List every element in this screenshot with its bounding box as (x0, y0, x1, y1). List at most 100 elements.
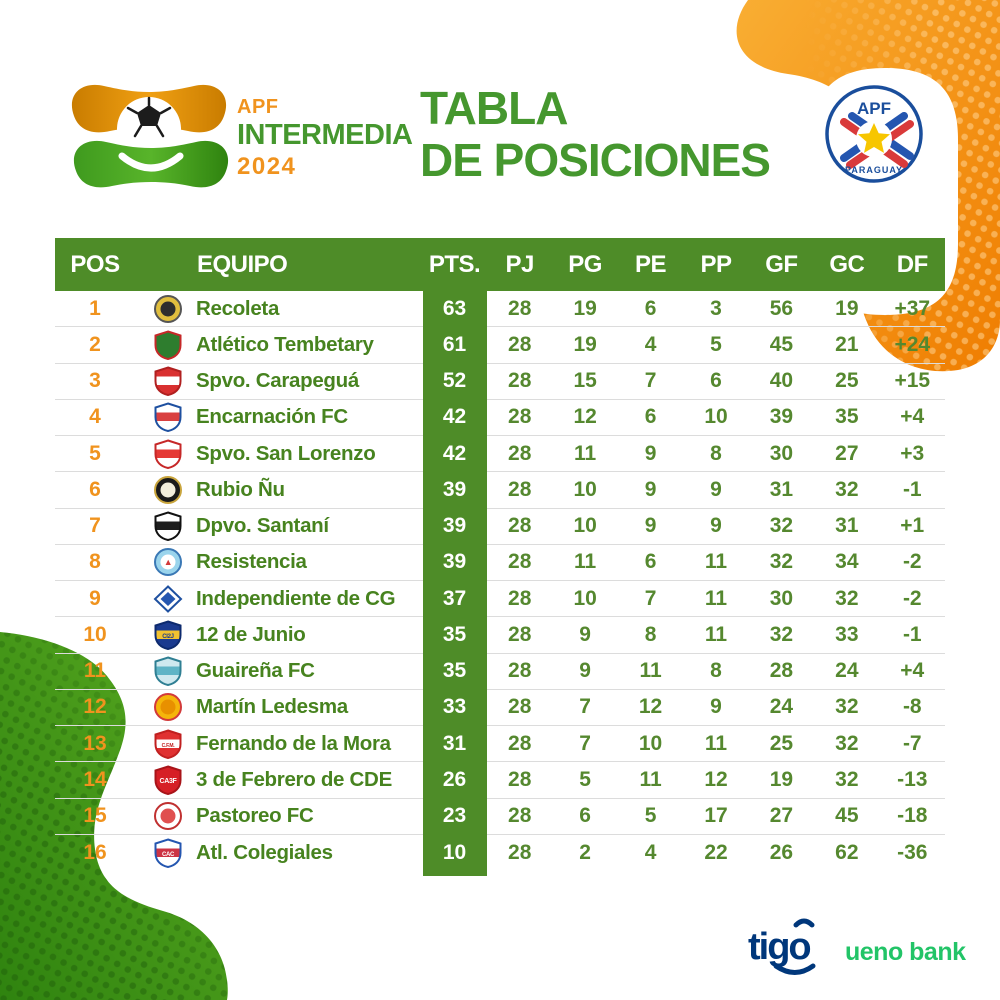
team-name: Dpvo. Santaní (196, 514, 329, 538)
stat-pp: 8 (710, 441, 722, 465)
position-number: 7 (89, 514, 101, 538)
team-cell: Encarnación FC (135, 402, 422, 433)
team-name: Recoleta (196, 296, 280, 320)
crest-country-label: PARAGUAY (845, 165, 903, 175)
apf-intermedia-logo-text: APF INTERMEDIA 2024 (237, 97, 413, 179)
stat-pg: 10 (573, 514, 597, 538)
stat-gc: 27 (835, 441, 859, 465)
position-number: 2 (89, 332, 101, 356)
team-cell: Independiente de CG (135, 584, 422, 614)
stat-gf: 32 (769, 550, 794, 574)
stat-pp: 9 (710, 695, 722, 719)
stat-pe: 6 (644, 405, 657, 429)
team-crest-icon (154, 475, 182, 504)
column-header-equipo: EQUIPO (197, 250, 288, 278)
stat-pg: 9 (579, 659, 591, 683)
table-row: 13 C.F.M. Fernando de la Mora 31 28 7 10 11 25 32… (55, 726, 945, 763)
column-header-pj: PJ (505, 250, 535, 278)
stat-pj: 28 (508, 441, 532, 465)
svg-text:C.F.M.: C.F.M. (162, 742, 176, 748)
stat-gc: 34 (835, 550, 859, 574)
stat-gc: 24 (835, 659, 859, 683)
stat-gf: 30 (769, 586, 794, 610)
table-row: 4 Encarnación FC 42 28 12 6 10 39 35 +4 (55, 400, 945, 436)
position-number: 11 (83, 659, 107, 683)
team-name: Spvo. San Lorenzo (196, 441, 376, 465)
stat-gf: 24 (769, 695, 794, 719)
position-number: 10 (83, 622, 107, 646)
stat-pj: 28 (508, 586, 532, 610)
table-row: 8 ▲ Resistencia 39 28 11 6 11 32 34 -2 (55, 545, 945, 581)
table-row: 1 Recoleta 63 28 19 6 3 56 19 +37 (55, 291, 945, 328)
logo-competition-label: INTERMEDIA (237, 119, 413, 151)
stat-gc: 35 (835, 405, 859, 429)
team-cell: CI2J 12 de Junio (135, 620, 422, 650)
svg-text:▲: ▲ (164, 557, 173, 567)
position-number: 16 (83, 840, 107, 864)
team-crest-icon (154, 511, 182, 542)
stat-df: -2 (902, 586, 922, 610)
stat-gc: 25 (835, 369, 859, 393)
stat-pts: 39 (442, 514, 467, 538)
team-name: Atl. Colegiales (196, 840, 333, 864)
stat-gf: 30 (769, 441, 794, 465)
stat-pj: 28 (508, 296, 532, 320)
team-cell: Pastoreo FC (135, 801, 422, 831)
stat-pg: 15 (573, 369, 597, 393)
position-number: 9 (89, 586, 101, 610)
stat-df: -1 (902, 622, 922, 646)
stat-df: -2 (902, 550, 922, 574)
position-number: 5 (89, 441, 101, 465)
stat-pp: 9 (710, 514, 722, 538)
column-header-pg: PG (568, 250, 602, 278)
team-crest-icon (154, 693, 182, 722)
soccer-ball-icon (117, 96, 181, 161)
stat-pp: 3 (710, 296, 722, 320)
stat-pg: 7 (579, 695, 591, 719)
stat-pp: 10 (704, 405, 728, 429)
stat-pj: 28 (508, 369, 532, 393)
apf-paraguay-crest: APF PARAGUAY (825, 85, 923, 183)
stat-pe: 6 (644, 550, 657, 574)
stat-pe: 4 (644, 332, 657, 356)
stat-gc: 32 (835, 731, 859, 755)
crest-star-icon (858, 123, 890, 153)
tigo-logo: tigo (748, 918, 816, 975)
stat-df: -36 (897, 840, 928, 864)
position-number: 13 (83, 731, 107, 755)
stat-pp: 9 (710, 477, 722, 501)
table-row: 16 CAC Atl. Colegiales 10 28 2 4 22 26 62 -36 (55, 835, 945, 871)
table-row: 9 Independiente de CG 37 28 10 7 11 30 32 -2 (55, 581, 945, 618)
team-crest-icon: ▲ (154, 548, 182, 577)
standings-table: POS EQUIPO PTS. PJ PG PE PP GF GC DF 1 Recoleta 63 2… (55, 238, 945, 876)
stat-pe: 11 (639, 659, 662, 683)
team-cell: Dpvo. Santaní (135, 511, 422, 542)
stat-pj: 28 (508, 840, 532, 864)
svg-text:CA3F: CA3F (159, 778, 177, 785)
stat-pj: 28 (508, 695, 532, 719)
stat-pts: 39 (442, 550, 467, 574)
team-crest-icon: CI2J (154, 620, 182, 650)
tigo-smile-icon (773, 963, 816, 975)
stat-gf: 39 (769, 405, 794, 429)
position-number: 14 (83, 767, 107, 791)
green-bone-shape (73, 140, 229, 188)
column-header-pts: PTS. (428, 250, 481, 278)
stat-pts: 63 (442, 296, 467, 320)
stat-pg: 7 (579, 731, 591, 755)
table-row: 15 Pastoreo FC 23 28 6 5 17 27 45 -18 (55, 799, 945, 835)
team-crest-icon (154, 656, 182, 687)
stat-pj: 28 (508, 731, 532, 755)
stat-df: +3 (900, 441, 925, 465)
stat-pe: 8 (644, 622, 657, 646)
stat-pp: 22 (704, 840, 728, 864)
apf-intermedia-logo (71, 84, 229, 188)
crest-org-label: APF (857, 99, 891, 118)
stat-pe: 10 (638, 731, 663, 755)
table-row: 3 Spvo. Carapeguá 52 28 15 7 6 40 25 +15 (55, 364, 945, 400)
stat-pj: 28 (508, 550, 532, 574)
stat-pts: 52 (442, 369, 467, 393)
ball-smile-arc (118, 152, 184, 172)
stat-pts: 37 (442, 586, 467, 610)
tigo-hat-icon (793, 918, 815, 928)
